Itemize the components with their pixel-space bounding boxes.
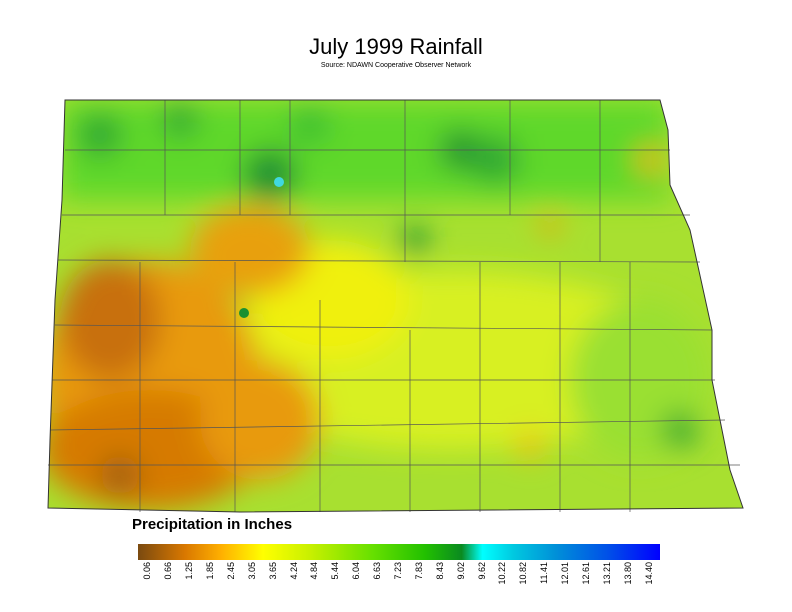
- legend-tick-label: 11.41: [539, 562, 550, 584]
- legend-tick-label: 7.23: [393, 562, 403, 580]
- legend-tick-label: 8.43: [434, 562, 445, 580]
- map-title: July 1999 Rainfall: [309, 34, 483, 59]
- legend-ticks: 0.06 0.66 1.25 1.85 2.45 3.05 3.65 4.24 4.84 5.44…: [138, 562, 660, 602]
- legend-tick-label: 7.83: [413, 562, 424, 580]
- state-shape: [48, 100, 743, 512]
- legend-tick-label: 9.02: [455, 562, 466, 580]
- legend-tick-label: 14.40: [643, 562, 654, 585]
- legend-tick-label: 10.82: [518, 562, 529, 585]
- legend-tick-label: 3.65: [267, 562, 278, 580]
- legend-tick-label: 1.85: [205, 562, 216, 580]
- county-lines: [48, 100, 740, 512]
- legend-tick-label: 4.24: [288, 562, 299, 580]
- legend-tick-label: 6.63: [372, 562, 383, 580]
- legend-color-bar: [138, 544, 660, 560]
- legend-tick-label: 10.22: [497, 562, 508, 585]
- legend-tick-label: 13.21: [601, 562, 612, 585]
- legend-tick-label: 2.45: [225, 562, 236, 580]
- legend-tick-label: 13.80: [622, 562, 633, 585]
- legend-tick-label: 12.61: [580, 562, 591, 585]
- legend-tick-label: 4.84: [309, 562, 320, 580]
- legend-tick-label: 5.44: [330, 562, 341, 580]
- state-outline: [47, 99, 744, 513]
- legend-tick-label: 3.05: [246, 562, 257, 580]
- legend-title: Precipitation in Inches: [132, 516, 293, 533]
- legend-tick-label: 9.62: [476, 562, 487, 580]
- legend-tick-label: 1.25: [184, 562, 195, 580]
- legend-tick-label: 12.01: [560, 562, 571, 585]
- legend-tick-label: 0.66: [163, 562, 174, 580]
- legend-tick-label: 6.04: [351, 562, 362, 580]
- map-source: Source: NDAWN Cooperative Observer Netwo…: [320, 62, 472, 69]
- legend-tick-label: 0.06: [142, 562, 153, 580]
